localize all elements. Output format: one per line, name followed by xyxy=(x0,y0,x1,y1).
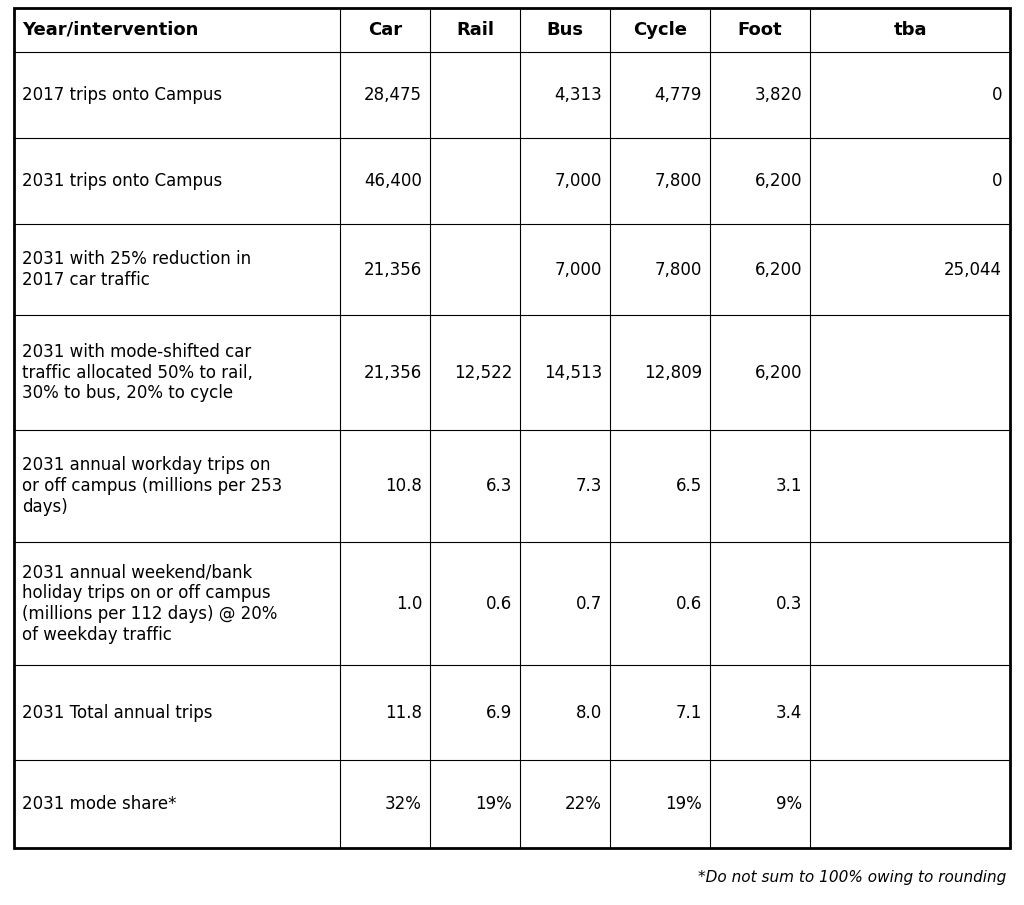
Text: 25,044: 25,044 xyxy=(944,261,1002,279)
Text: 21,356: 21,356 xyxy=(364,364,422,382)
Text: Cycle: Cycle xyxy=(633,21,687,39)
Text: 14,513: 14,513 xyxy=(544,364,602,382)
Text: 2031 with mode-shifted car
traffic allocated 50% to rail,
30% to bus, 20% to cyc: 2031 with mode-shifted car traffic alloc… xyxy=(22,343,253,403)
Text: 0.7: 0.7 xyxy=(575,595,602,613)
Text: *Do not sum to 100% owing to rounding: *Do not sum to 100% owing to rounding xyxy=(697,870,1006,885)
Text: 2031 annual weekend/bank
holiday trips on or off campus
(millions per 112 days) : 2031 annual weekend/bank holiday trips o… xyxy=(22,563,278,643)
Text: 7.3: 7.3 xyxy=(575,477,602,495)
Text: 4,313: 4,313 xyxy=(554,86,602,104)
Text: 22%: 22% xyxy=(565,795,602,813)
Text: 8.0: 8.0 xyxy=(575,703,602,721)
Text: Year/intervention: Year/intervention xyxy=(22,21,199,39)
Text: 2017 trips onto Campus: 2017 trips onto Campus xyxy=(22,86,222,104)
Text: 6.5: 6.5 xyxy=(676,477,702,495)
Text: 7,000: 7,000 xyxy=(555,172,602,190)
Text: 7,800: 7,800 xyxy=(654,172,702,190)
Text: 6,200: 6,200 xyxy=(755,364,802,382)
Text: 28,475: 28,475 xyxy=(364,86,422,104)
Text: Bus: Bus xyxy=(547,21,584,39)
Text: 0: 0 xyxy=(991,86,1002,104)
Text: 2031 Total annual trips: 2031 Total annual trips xyxy=(22,703,213,721)
Text: 6,200: 6,200 xyxy=(755,261,802,279)
Text: 0.6: 0.6 xyxy=(676,595,702,613)
Text: tba: tba xyxy=(893,21,927,39)
Text: 19%: 19% xyxy=(475,795,512,813)
Text: 2031 annual workday trips on
or off campus (millions per 253
days): 2031 annual workday trips on or off camp… xyxy=(22,456,283,516)
Text: 12,809: 12,809 xyxy=(644,364,702,382)
Text: 6.9: 6.9 xyxy=(485,703,512,721)
Text: 0: 0 xyxy=(991,172,1002,190)
Text: 7,000: 7,000 xyxy=(555,261,602,279)
Text: 7,800: 7,800 xyxy=(654,261,702,279)
Text: 2031 mode share*: 2031 mode share* xyxy=(22,795,176,813)
Text: 1.0: 1.0 xyxy=(395,595,422,613)
Text: 6,200: 6,200 xyxy=(755,172,802,190)
Text: 12,522: 12,522 xyxy=(454,364,512,382)
Text: 19%: 19% xyxy=(666,795,702,813)
Text: 32%: 32% xyxy=(385,795,422,813)
Text: 11.8: 11.8 xyxy=(385,703,422,721)
Text: 3,820: 3,820 xyxy=(755,86,802,104)
Text: 10.8: 10.8 xyxy=(385,477,422,495)
Text: 3.4: 3.4 xyxy=(775,703,802,721)
Text: 6.3: 6.3 xyxy=(485,477,512,495)
Text: 3.1: 3.1 xyxy=(775,477,802,495)
Text: 2031 with 25% reduction in
2017 car traffic: 2031 with 25% reduction in 2017 car traf… xyxy=(22,250,251,289)
Text: 0.6: 0.6 xyxy=(485,595,512,613)
Text: Rail: Rail xyxy=(456,21,494,39)
Text: Car: Car xyxy=(368,21,402,39)
Text: 9%: 9% xyxy=(776,795,802,813)
Text: 46,400: 46,400 xyxy=(365,172,422,190)
Text: Foot: Foot xyxy=(737,21,782,39)
Text: 0.3: 0.3 xyxy=(775,595,802,613)
Text: 4,779: 4,779 xyxy=(654,86,702,104)
Text: 21,356: 21,356 xyxy=(364,261,422,279)
Text: 7.1: 7.1 xyxy=(676,703,702,721)
Text: 2031 trips onto Campus: 2031 trips onto Campus xyxy=(22,172,222,190)
